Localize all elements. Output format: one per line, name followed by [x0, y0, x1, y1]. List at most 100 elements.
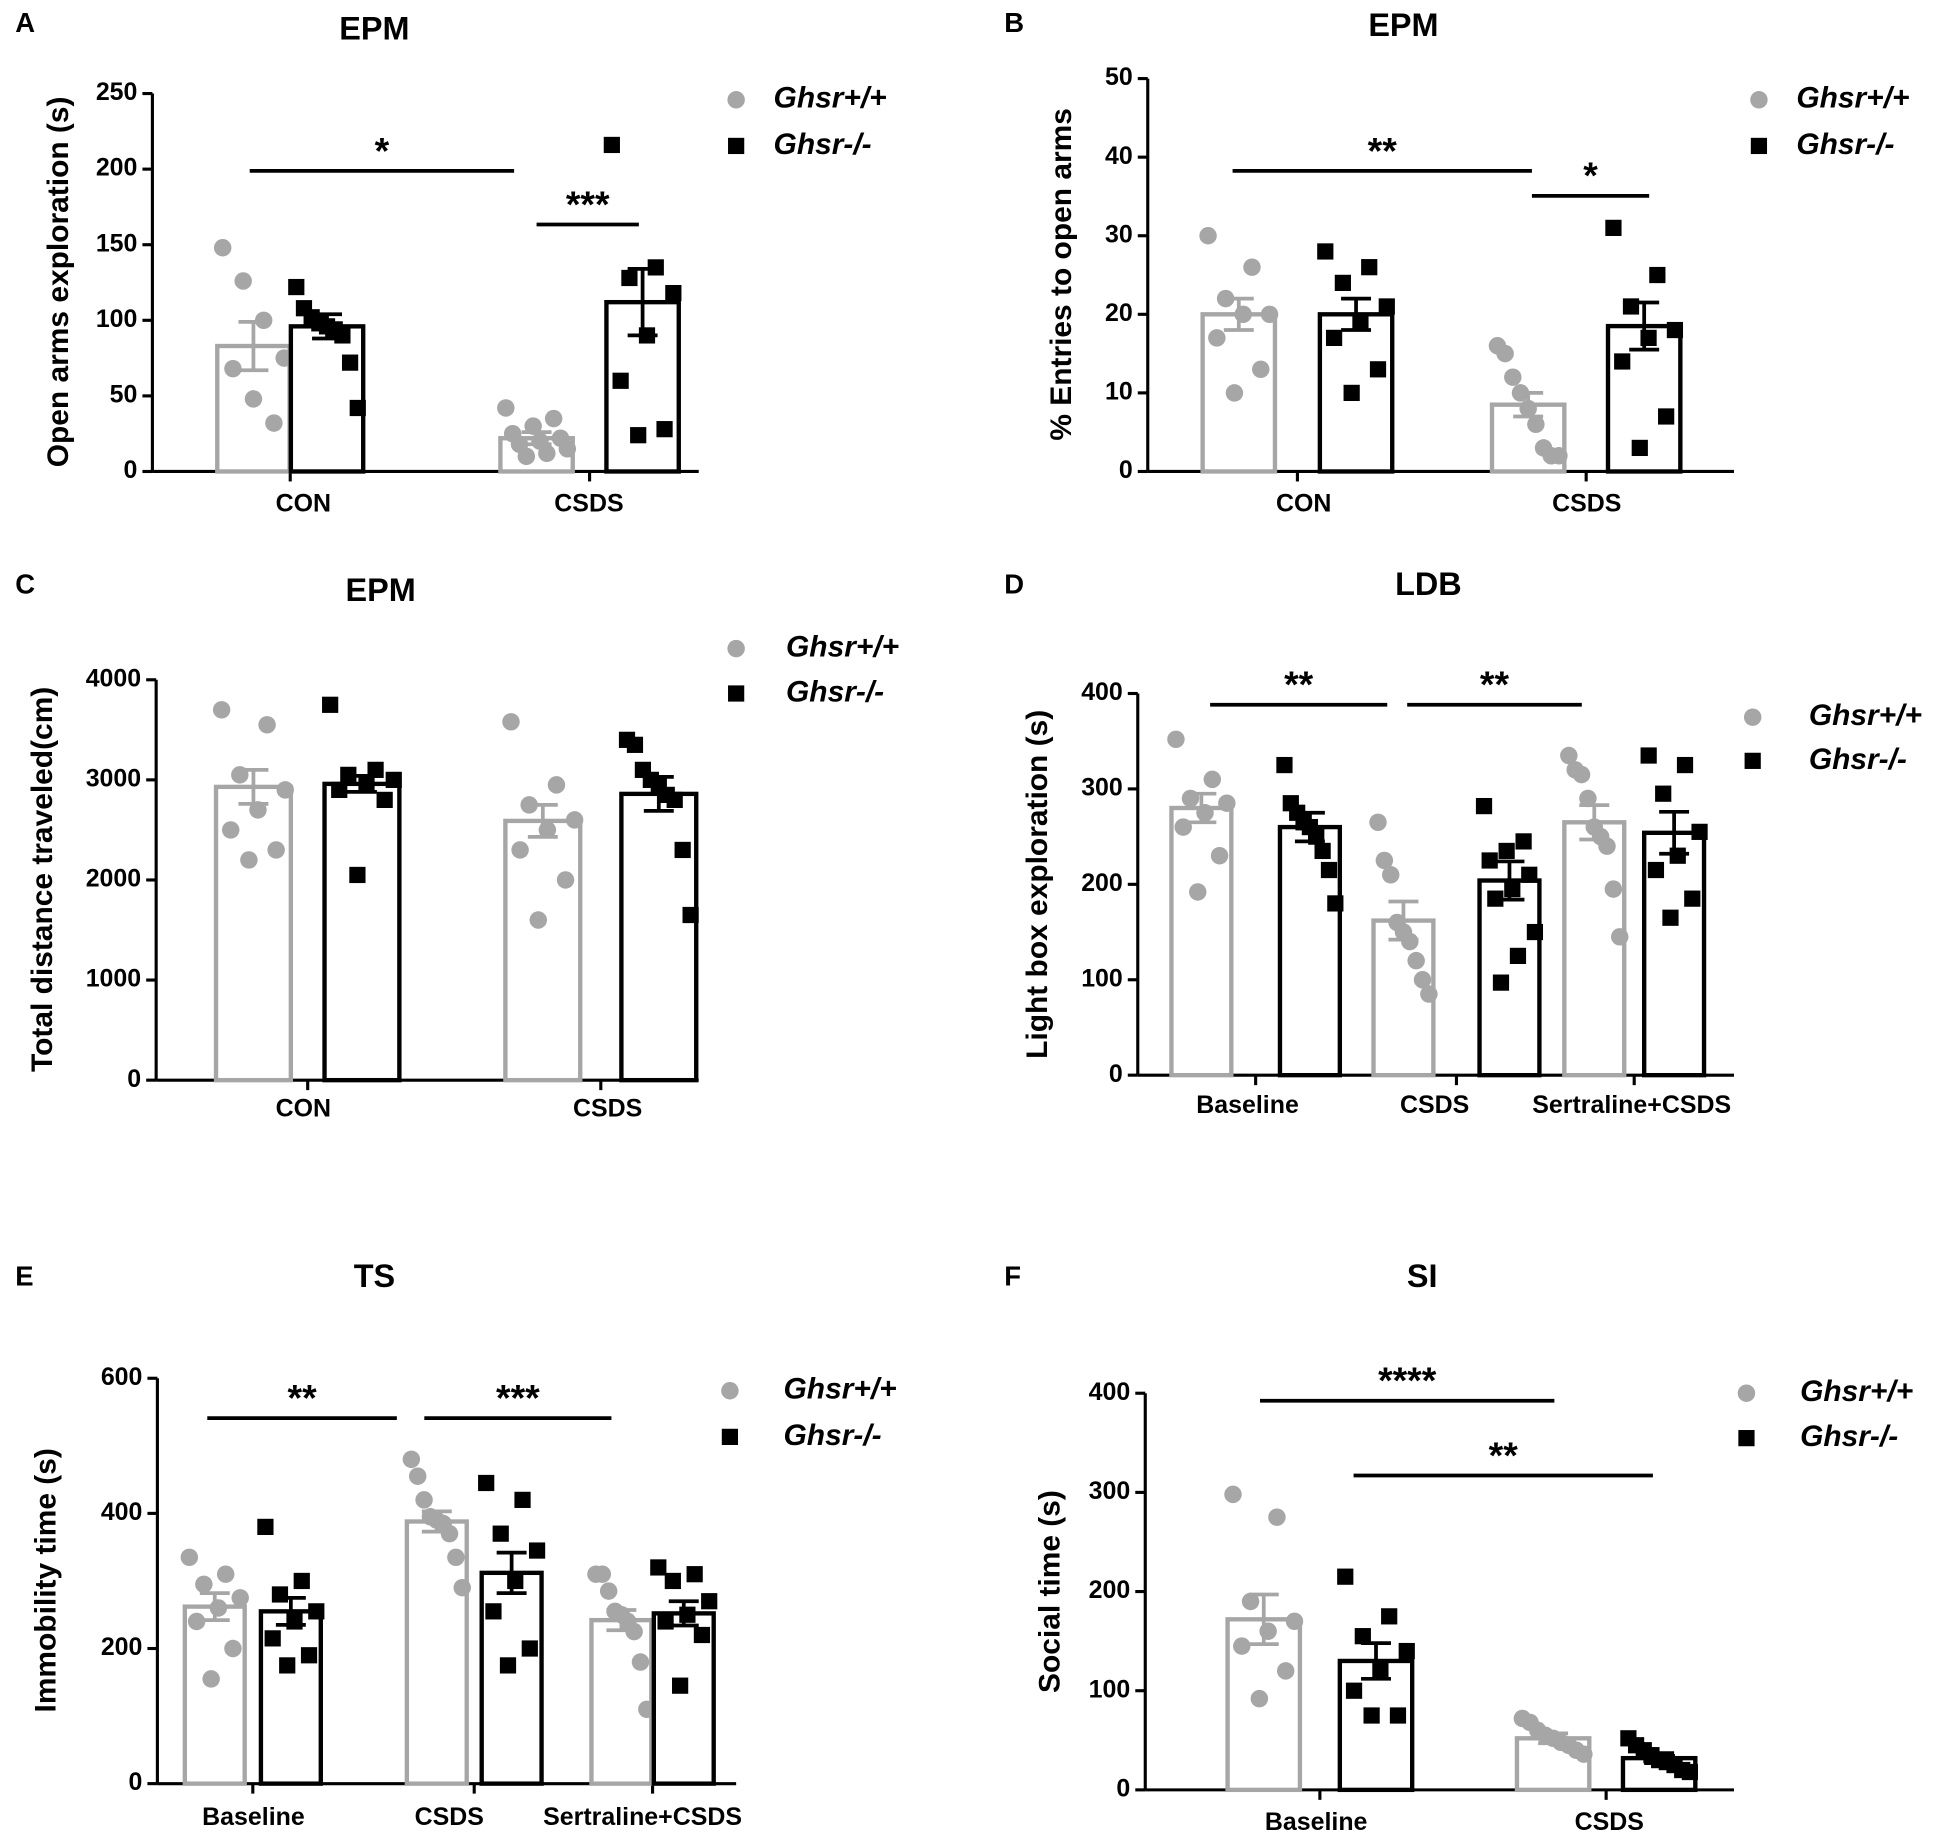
data-point — [1181, 789, 1200, 808]
legend-marker — [721, 1428, 739, 1445]
data-point — [1218, 794, 1236, 812]
data-point — [674, 841, 691, 859]
legend-label: Ghsr+/+ — [1796, 82, 1909, 115]
bar — [1477, 878, 1542, 1078]
y-tick-label: 2000 — [86, 865, 141, 893]
bar — [322, 781, 402, 1083]
legend-label: Ghsr-/- — [1796, 128, 1894, 161]
data-point — [1519, 399, 1537, 418]
data-point — [1684, 890, 1701, 907]
data-point — [340, 766, 357, 783]
panel-label: E — [15, 1261, 33, 1292]
y-tick-label: 100 — [96, 305, 138, 333]
data-point — [1487, 890, 1504, 907]
data-point — [686, 1566, 703, 1583]
data-point — [1381, 866, 1400, 884]
y-tick-label: 200 — [101, 1633, 143, 1661]
data-point — [358, 776, 375, 793]
data-point — [1598, 837, 1616, 855]
data-point — [1401, 932, 1419, 951]
chart-title: EPM — [1368, 7, 1438, 43]
data-point — [1375, 851, 1394, 870]
data-point — [195, 1575, 213, 1594]
x-tick-label: Baseline — [202, 1803, 305, 1831]
x-tick-label: CSDS — [1400, 1091, 1469, 1119]
data-point — [1378, 298, 1395, 315]
legend-label: Ghsr-/- — [1809, 743, 1907, 776]
data-point — [1234, 305, 1252, 324]
data-point — [647, 259, 664, 276]
data-point — [1631, 439, 1648, 457]
y-tick-label: 100 — [1081, 964, 1123, 992]
data-point — [1504, 368, 1522, 386]
data-point — [213, 239, 232, 257]
data-point — [544, 409, 563, 428]
data-point — [638, 327, 656, 344]
data-point — [331, 781, 348, 798]
data-point — [672, 1677, 689, 1694]
data-point — [1511, 384, 1530, 402]
data-point — [1320, 861, 1338, 879]
data-point — [202, 1670, 220, 1688]
x-tick-label: CSDS — [415, 1803, 484, 1831]
data-point — [593, 1565, 612, 1583]
data-point — [682, 906, 699, 924]
data-point — [656, 421, 673, 438]
legend-marker — [1737, 1384, 1756, 1402]
data-point — [244, 390, 263, 408]
data-point — [231, 1589, 249, 1607]
bar — [1562, 820, 1627, 1078]
data-point — [249, 801, 267, 819]
data-point — [1521, 866, 1538, 883]
data-point — [558, 440, 577, 458]
data-point — [1372, 1662, 1389, 1679]
data-point — [279, 1657, 296, 1674]
y-tick-label: 0 — [1119, 456, 1133, 484]
panel-label: C — [15, 568, 35, 599]
significance-label: **** — [1378, 1359, 1437, 1401]
data-point — [334, 327, 351, 344]
data-point — [517, 447, 536, 466]
panel-label: A — [15, 7, 35, 38]
x-tick-label: CSDS — [554, 490, 623, 518]
data-point — [1259, 1622, 1277, 1640]
y-axis-label: Immobility time (s) — [30, 1448, 63, 1712]
data-point — [1224, 1485, 1242, 1504]
data-point — [1196, 804, 1214, 822]
legend-label: Ghsr-/- — [784, 1419, 882, 1452]
data-point — [1681, 1763, 1698, 1781]
data-point — [547, 776, 566, 794]
data-point — [1325, 329, 1343, 347]
data-point — [650, 1559, 667, 1576]
x-tick-label: Baseline — [1196, 1091, 1299, 1119]
x-tick-label: Sertraline+CSDS — [543, 1803, 742, 1831]
data-point — [1260, 305, 1279, 324]
data-point — [1666, 321, 1684, 339]
bar — [503, 818, 583, 1083]
data-point — [1527, 415, 1545, 434]
legend-marker — [1750, 91, 1768, 109]
data-point — [1268, 1508, 1286, 1526]
data-point — [538, 444, 556, 463]
data-point — [701, 1593, 718, 1610]
data-point — [1492, 974, 1510, 991]
data-point — [1352, 314, 1369, 331]
data-point — [265, 414, 283, 432]
bar — [1337, 1658, 1415, 1793]
data-point — [1579, 789, 1597, 808]
data-point — [1334, 274, 1351, 291]
data-point — [1515, 833, 1532, 850]
data-point — [453, 1578, 471, 1597]
data-point — [1285, 1612, 1304, 1631]
data-point — [1475, 797, 1493, 815]
data-point — [1343, 384, 1360, 402]
data-point — [497, 399, 515, 417]
data-point — [630, 427, 647, 444]
data-point — [288, 278, 305, 296]
x-tick-label: Baseline — [1265, 1808, 1368, 1836]
y-tick-label: 300 — [1081, 774, 1123, 802]
data-point — [1604, 880, 1623, 898]
legend-label: Ghsr+/+ — [786, 631, 899, 664]
data-point — [1210, 846, 1229, 865]
legend-marker — [721, 1382, 739, 1400]
